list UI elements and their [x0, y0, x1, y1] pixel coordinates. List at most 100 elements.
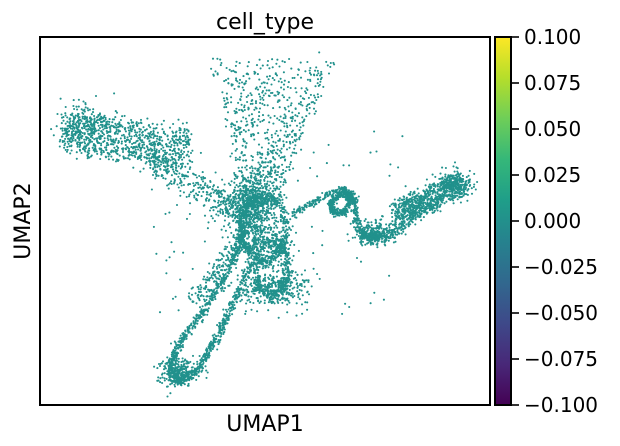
data-point [217, 201, 220, 204]
data-point [251, 276, 255, 279]
data-point [311, 100, 315, 104]
data-point [121, 150, 125, 154]
data-point [254, 227, 257, 230]
data-point [222, 97, 225, 100]
data-point [250, 133, 253, 136]
data-point [274, 232, 277, 236]
data-point [101, 123, 104, 126]
data-point [282, 88, 285, 91]
data-point [285, 166, 288, 169]
data-point [283, 125, 286, 128]
data-point [289, 263, 292, 266]
data-point [265, 206, 269, 209]
data-point [206, 354, 209, 357]
data-point [80, 137, 83, 140]
data-point [179, 131, 182, 134]
data-point [67, 142, 70, 145]
data-point [187, 195, 191, 198]
data-point [82, 146, 85, 149]
data-point [245, 224, 248, 227]
data-point [265, 241, 268, 244]
data-point [297, 102, 301, 105]
data-point [260, 197, 263, 200]
data-point [214, 205, 217, 208]
data-point [229, 310, 232, 313]
data-point [254, 236, 257, 239]
data-point [62, 116, 65, 119]
data-point [185, 146, 188, 149]
data-point [166, 167, 169, 170]
data-point [222, 225, 226, 228]
data-point [291, 76, 294, 80]
data-point [247, 187, 250, 191]
data-point [138, 142, 141, 145]
data-point [250, 175, 253, 178]
data-point [243, 178, 246, 181]
data-point [258, 289, 261, 292]
data-point [286, 291, 289, 295]
data-point [154, 155, 157, 158]
data-point [275, 216, 278, 219]
data-point [235, 147, 238, 151]
data-point [68, 117, 71, 120]
data-point [253, 205, 256, 208]
data-point [269, 212, 272, 215]
data-point [67, 133, 70, 137]
data-point [286, 135, 289, 138]
data-point [256, 276, 260, 279]
data-point [299, 126, 302, 129]
data-point [119, 137, 122, 140]
data-point [319, 74, 322, 77]
data-point [146, 137, 149, 140]
data-point [269, 285, 272, 289]
data-point [124, 157, 127, 160]
data-point [271, 217, 274, 220]
data-point [230, 180, 233, 183]
data-point [199, 184, 202, 187]
data-point [86, 154, 89, 157]
data-point [272, 270, 275, 273]
data-point [224, 214, 227, 218]
data-point [290, 274, 293, 277]
data-point [178, 337, 181, 340]
data-point [191, 327, 194, 330]
data-point [217, 334, 220, 337]
data-point [129, 128, 132, 131]
data-point [149, 152, 152, 155]
data-point [258, 78, 261, 81]
data-point [172, 170, 175, 173]
data-point [259, 120, 262, 123]
data-point [179, 138, 183, 141]
data-point [254, 102, 258, 105]
data-point [223, 80, 226, 83]
data-point [227, 308, 230, 311]
data-point [249, 171, 252, 174]
data-point [77, 105, 80, 108]
data-point [219, 211, 222, 214]
data-point [260, 290, 263, 293]
data-point [72, 99, 75, 102]
data-point [173, 141, 176, 144]
data-point [265, 202, 268, 206]
data-point [276, 134, 280, 137]
data-point [107, 155, 110, 158]
data-point [282, 181, 285, 184]
data-point [198, 354, 201, 358]
data-point [230, 198, 233, 202]
data-point [198, 190, 201, 194]
data-point [314, 85, 317, 88]
data-point [157, 174, 160, 177]
data-point [310, 285, 313, 288]
data-point [278, 175, 281, 179]
data-point [262, 279, 265, 282]
data-point [61, 127, 64, 130]
data-point [184, 165, 187, 168]
data-point [259, 101, 262, 105]
data-point [294, 271, 297, 274]
data-point [161, 128, 164, 131]
data-point [228, 284, 231, 287]
data-point [178, 157, 181, 160]
data-point [300, 283, 303, 286]
data-point [237, 222, 240, 225]
data-point [156, 123, 159, 126]
